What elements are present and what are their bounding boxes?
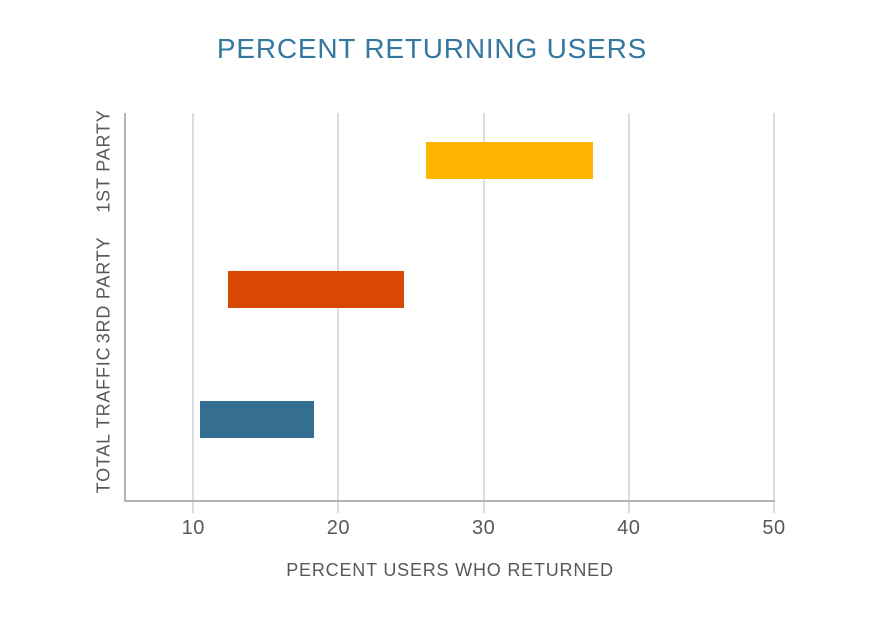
chart-title: PERCENT RETURNING USERS: [216, 33, 648, 64]
gridline-50: [773, 113, 775, 513]
bar-total-traffic: [200, 401, 314, 438]
x-tick-label-50: 50: [762, 517, 786, 539]
x-tick-label-40: 40: [617, 517, 641, 539]
x-tick-label-30: 30: [471, 517, 496, 539]
y-axis-line: [124, 113, 126, 502]
x-tick-label-10: 10: [181, 517, 205, 539]
plot-area: 10 20 30 40 50: [126, 113, 785, 539]
bar-1st-party: [425, 142, 593, 179]
gridline-40: [627, 113, 630, 513]
y-category-label-total-traffic: TOTAL TRAFFIC: [93, 346, 114, 493]
x-tick-label-20: 20: [326, 517, 351, 539]
y-category-label-3rd-party: 3RD PARTY: [93, 236, 114, 343]
gridline-10: [192, 113, 195, 513]
gridline-20: [337, 113, 340, 513]
bar-3rd-party: [228, 271, 404, 308]
x-axis-title: PERCENT USERS WHO RETURNED: [286, 560, 614, 580]
y-category-label-1st-party: 1ST PARTY: [93, 108, 114, 213]
x-axis-line: [124, 500, 775, 502]
gridline-30: [482, 113, 485, 513]
